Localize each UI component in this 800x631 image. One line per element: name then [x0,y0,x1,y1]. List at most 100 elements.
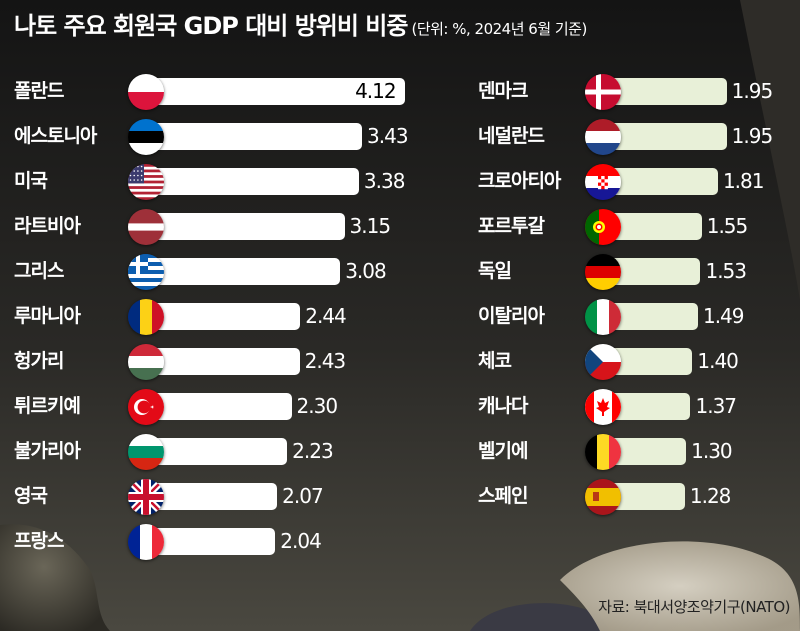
value-label: 2.43 [304,349,347,373]
category-label: 영국 [14,485,48,507]
czech-flag-icon [585,344,621,380]
bulgaria-flag-icon [128,434,164,470]
bar [148,393,292,420]
value-label: 1.49 [702,304,745,328]
category-label: 루마니아 [14,305,81,327]
category-label: 포르투갈 [478,215,545,237]
netherlands-flag-icon [585,119,621,155]
value-label: 2.07 [282,484,324,508]
bar [605,168,718,195]
bar-row: 미국 3.38 [0,164,800,200]
title-text: 나토 주요 회원국 GDP 대비 방위비 비중 [14,12,408,40]
value-label: 4.12 [355,79,397,103]
latvia-flag-icon [128,209,164,245]
value-label: 3.15 [349,214,392,238]
bar-row: 프랑스 2.04 [0,524,800,560]
italy-flag-icon [585,299,621,335]
bar-row: 폴란드 4.12 [0,74,800,110]
canada-flag-icon [585,389,621,425]
source-note: 자료: 북대서양조약기구(NATO) [598,598,790,616]
value-label: 1.95 [731,79,774,103]
bar [148,123,363,150]
bar-row: 에스토니아 3.43 [0,119,800,155]
bar [148,78,406,105]
bar [605,78,727,105]
category-label: 캐나다 [478,395,528,417]
category-label: 네덜란드 [478,125,545,147]
germany-flag-icon [585,254,621,290]
value-label: 2.23 [292,439,334,463]
bar [148,303,301,330]
bar [148,168,359,195]
value-label: 1.40 [697,349,739,373]
bar-row: 벨기에 1.30 [0,434,800,470]
bar-row: 네덜란드 1.95 [0,119,800,155]
romania-flag-icon [128,299,164,335]
category-label: 폴란드 [14,80,64,102]
value-label: 1.53 [705,259,747,283]
value-label: 2.04 [280,529,322,553]
greece-flag-icon [128,254,164,290]
category-label: 크로아티아 [478,170,561,192]
spain-flag-icon [585,479,621,515]
bar-row: 스페인 1.28 [0,479,800,515]
bar [148,438,288,465]
bar-row: 그리스 3.08 [0,254,800,290]
category-label: 프랑스 [14,530,64,552]
bar-row: 이탈리아 1.49 [0,299,800,335]
value-label: 1.55 [706,214,749,238]
bar-row: 영국 2.07 [0,479,800,515]
value-label: 1.37 [695,394,737,418]
poland-flag-icon [128,74,164,110]
category-label: 미국 [14,170,48,192]
value-label: 3.38 [363,169,406,193]
category-label: 그리스 [14,260,64,282]
bar-row: 라트비아 3.15 [0,209,800,245]
category-label: 튀르키예 [14,395,81,417]
bar-row: 체코 1.40 [0,344,800,380]
croatia-flag-icon [585,164,621,200]
turkey-flag-icon [128,389,164,425]
value-label: 1.81 [722,169,765,193]
bar-row: 루마니아 2.44 [0,299,800,335]
hungary-flag-icon [128,344,164,380]
estonia-flag-icon [128,119,164,155]
category-label: 불가리아 [14,440,81,462]
bar [148,213,345,240]
bar [148,348,300,375]
bar [148,483,278,510]
chart-title: 나토 주요 회원국 GDP 대비 방위비 비중 (단위: %, 2024년 6월 … [14,6,587,41]
value-label: 2.30 [296,394,339,418]
value-label: 2.44 [305,304,347,328]
bar-row: 포르투갈 1.55 [0,209,800,245]
bar [605,213,702,240]
bar-row: 독일 1.53 [0,254,800,290]
denmark-flag-icon [585,74,621,110]
value-label: 3.43 [367,124,409,148]
uk-flag-icon [128,479,164,515]
category-label: 벨기에 [478,440,528,462]
bar [148,528,276,555]
category-label: 덴마크 [478,80,528,102]
bar [605,123,727,150]
bar-row: 헝가리 2.43 [0,344,800,380]
bar-row: 크로아티아 1.81 [0,164,800,200]
usa-flag-icon [128,164,164,200]
value-label: 1.30 [691,439,733,463]
bar-row: 불가리아 2.23 [0,434,800,470]
category-label: 라트비아 [14,215,81,237]
category-label: 독일 [478,260,512,282]
category-label: 에스토니아 [14,125,97,147]
bar-row: 튀르키예 2.30 [0,389,800,425]
value-label: 1.28 [689,484,732,508]
category-label: 헝가리 [14,350,64,372]
bar [148,258,341,285]
belgium-flag-icon [585,434,621,470]
value-label: 3.08 [345,259,387,283]
category-label: 이탈리아 [478,305,545,327]
category-label: 스페인 [478,485,528,507]
subtitle-text: (단위: %, 2024년 6월 기준) [411,20,587,38]
bar-row: 캐나다 1.37 [0,389,800,425]
category-label: 체코 [478,350,512,372]
france-flag-icon [128,524,164,560]
